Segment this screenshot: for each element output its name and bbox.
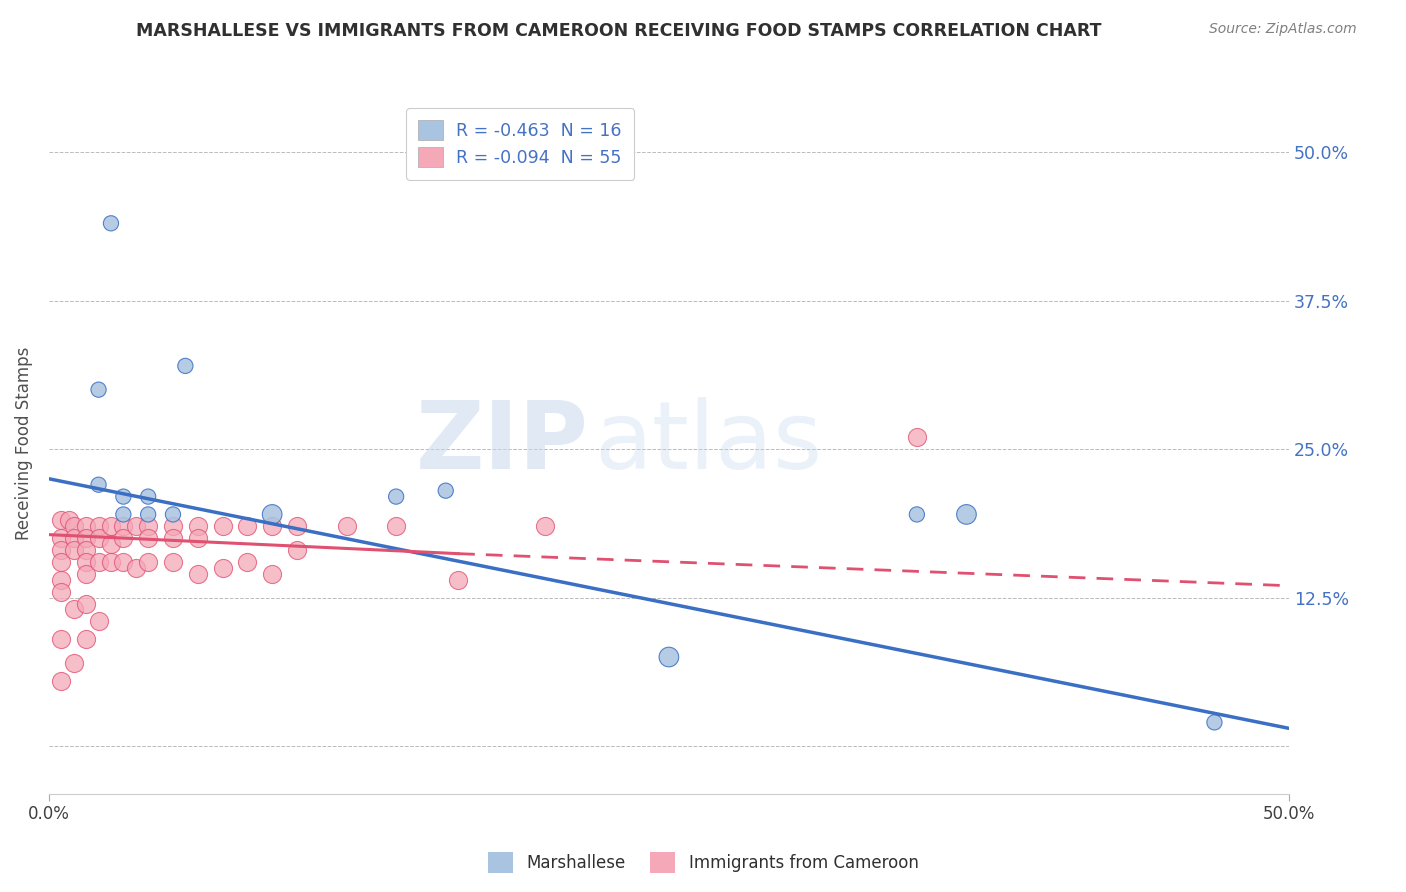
Point: [75, 597, 97, 611]
Point: [87, 519, 110, 533]
Point: [162, 519, 184, 533]
Point: [285, 543, 308, 558]
Point: [658, 650, 681, 665]
Point: [51, 632, 73, 647]
Point: [51, 513, 73, 527]
Point: [87, 531, 110, 545]
Point: [136, 519, 159, 533]
Point: [112, 531, 135, 545]
Point: [187, 531, 209, 545]
Point: [75, 632, 97, 647]
Point: [125, 519, 148, 533]
Point: [211, 561, 233, 575]
Point: [112, 508, 135, 522]
Point: [58, 513, 80, 527]
Text: Source: ZipAtlas.com: Source: ZipAtlas.com: [1209, 22, 1357, 37]
Point: [87, 555, 110, 569]
Point: [62, 602, 84, 616]
Point: [75, 555, 97, 569]
Point: [136, 508, 159, 522]
Point: [100, 519, 122, 533]
Point: [211, 519, 233, 533]
Point: [262, 566, 284, 581]
Point: [125, 561, 148, 575]
Point: [136, 555, 159, 569]
Point: [62, 531, 84, 545]
Legend: R = -0.463  N = 16, R = -0.094  N = 55: R = -0.463 N = 16, R = -0.094 N = 55: [406, 108, 634, 179]
Point: [75, 543, 97, 558]
Point: [87, 615, 110, 629]
Point: [136, 490, 159, 504]
Point: [112, 519, 135, 533]
Y-axis label: Receiving Food Stamps: Receiving Food Stamps: [15, 346, 32, 540]
Text: ZIP: ZIP: [415, 397, 588, 489]
Point: [51, 543, 73, 558]
Point: [51, 531, 73, 545]
Point: [335, 519, 357, 533]
Point: [51, 584, 73, 599]
Point: [285, 519, 308, 533]
Text: MARSHALLESE VS IMMIGRANTS FROM CAMEROON RECEIVING FOOD STAMPS CORRELATION CHART: MARSHALLESE VS IMMIGRANTS FROM CAMEROON …: [136, 22, 1101, 40]
Point: [62, 543, 84, 558]
Point: [51, 555, 73, 569]
Point: [75, 519, 97, 533]
Point: [236, 519, 259, 533]
Point: [955, 508, 977, 522]
Point: [385, 519, 408, 533]
Point: [162, 531, 184, 545]
Point: [236, 555, 259, 569]
Point: [62, 519, 84, 533]
Point: [112, 555, 135, 569]
Point: [162, 508, 184, 522]
Point: [262, 519, 284, 533]
Point: [51, 573, 73, 587]
Point: [262, 508, 284, 522]
Point: [75, 566, 97, 581]
Point: [1204, 715, 1226, 730]
Point: [385, 490, 408, 504]
Point: [187, 566, 209, 581]
Point: [100, 216, 122, 230]
Point: [534, 519, 557, 533]
Point: [87, 383, 110, 397]
Text: atlas: atlas: [595, 397, 823, 489]
Point: [162, 555, 184, 569]
Point: [187, 519, 209, 533]
Point: [87, 477, 110, 491]
Point: [62, 656, 84, 670]
Point: [905, 430, 928, 444]
Point: [434, 483, 457, 498]
Point: [905, 508, 928, 522]
Point: [136, 531, 159, 545]
Point: [447, 573, 470, 587]
Point: [100, 555, 122, 569]
Point: [112, 490, 135, 504]
Legend: Marshallese, Immigrants from Cameroon: Marshallese, Immigrants from Cameroon: [481, 846, 925, 880]
Point: [100, 537, 122, 551]
Point: [51, 673, 73, 688]
Point: [174, 359, 197, 373]
Point: [75, 531, 97, 545]
